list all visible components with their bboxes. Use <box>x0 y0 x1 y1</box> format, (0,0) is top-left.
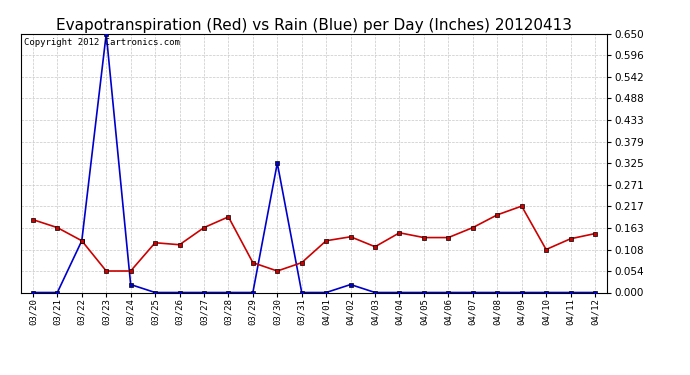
Title: Evapotranspiration (Red) vs Rain (Blue) per Day (Inches) 20120413: Evapotranspiration (Red) vs Rain (Blue) … <box>56 18 572 33</box>
Text: Copyright 2012 Cartronics.com: Copyright 2012 Cartronics.com <box>23 38 179 46</box>
